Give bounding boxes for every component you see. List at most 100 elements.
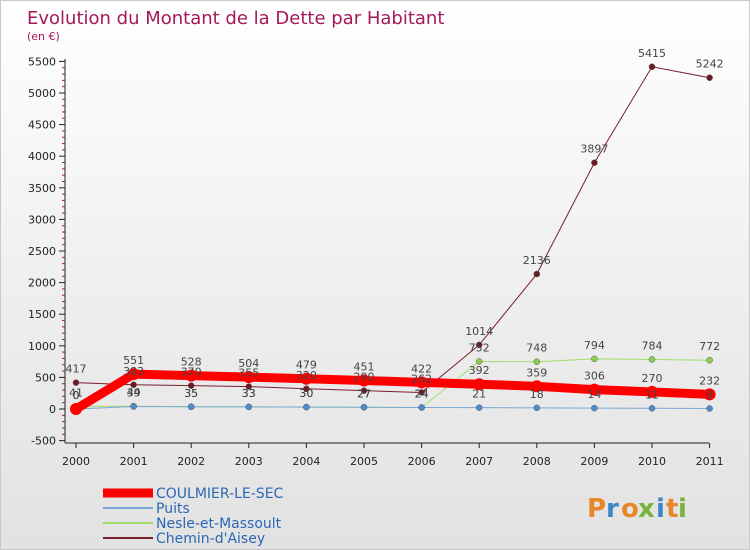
data-label-coulmier-le-sec-2001: 551	[123, 354, 144, 367]
x-tick-label-2008: 2008	[523, 455, 551, 468]
logo-letter: x	[638, 494, 655, 524]
x-tick-label-2011: 2011	[696, 455, 724, 468]
data-label-chemin-d-aisey-2000: 417	[66, 363, 87, 376]
data-point-puits-2007	[475, 404, 483, 411]
y-tick-label-4000: 4000	[28, 150, 56, 163]
data-label-chemin-d-aisey-2003: 355	[238, 367, 259, 380]
data-label-coulmier-le-sec-2008: 359	[526, 366, 547, 379]
data-point-coulmier-le-sec-2006	[415, 376, 428, 389]
x-tick-label-2000: 2000	[62, 455, 90, 468]
data-label-chemin-d-aisey-2009: 3897	[580, 143, 608, 156]
data-point-coulmier-le-sec-2004	[300, 372, 313, 385]
x-tick-label-2003: 2003	[235, 455, 263, 468]
data-label-puits-2011: 8	[706, 388, 713, 401]
data-label-coulmier-le-sec-2007: 392	[469, 364, 490, 377]
x-tick-label-2002: 2002	[177, 455, 205, 468]
data-point-coulmier-le-sec-2011	[703, 388, 716, 401]
logo-letter: i	[656, 494, 665, 524]
data-label-nesle-et-massoult-2000: 41	[69, 386, 83, 399]
data-point-coulmier-le-sec-2005	[358, 374, 370, 387]
x-tick-label-2001: 2001	[120, 455, 148, 468]
series-line-puits	[75, 406, 711, 410]
data-label-puits-2009: 14	[587, 388, 601, 401]
data-label-coulmier-le-sec-2010: 270	[642, 372, 663, 385]
data-label-puits-2005: 27	[357, 387, 371, 400]
logo-letter: i	[678, 494, 687, 524]
data-label-chemin-d-aisey-2008: 2136	[523, 254, 551, 267]
y-tick-label-500: 500	[35, 371, 56, 384]
series-line-chemin-d-aisey	[75, 66, 711, 393]
y-tick-label-1000: 1000	[28, 340, 56, 353]
data-label-nesle-et-massoult-2001: 44	[127, 386, 141, 399]
data-label-coulmier-le-sec-2002: 528	[181, 356, 202, 369]
y-tick-label-3000: 3000	[28, 213, 56, 226]
data-point-puits-2010	[648, 405, 656, 412]
x-tick-label-2005: 2005	[350, 455, 378, 468]
data-label-puits-2003: 33	[242, 387, 256, 400]
data-point-puits-2001	[130, 403, 137, 410]
data-label-coulmier-le-sec-2006: 422	[411, 362, 432, 375]
data-point-nesle-et-massoult-2007	[475, 358, 483, 365]
series-lines	[70, 63, 716, 415]
data-label-coulmier-le-sec-2005: 451	[354, 360, 375, 373]
data-point-coulmier-le-sec-2010	[646, 385, 658, 398]
legend-label-chemin-d-aisey: Chemin-d'Aisey	[156, 531, 265, 547]
data-label-chemin-d-aisey-2004: 320	[296, 369, 317, 382]
data-label-puits-2000: 0	[73, 389, 80, 402]
legend-label-puits: Puits	[156, 501, 190, 517]
data-point-nesle-et-massoult-2009	[591, 355, 598, 363]
data-label-puits-2002: 35	[184, 387, 198, 400]
data-point-puits-2008	[533, 404, 541, 412]
data-label-puits-2010: 11	[645, 388, 659, 401]
data-labels: 417 383 370 355 320 290 262 1014 2136 3897 5415 524…	[66, 47, 724, 402]
data-point-chemin-d-aisey-2007	[475, 341, 483, 349]
data-point-puits-2002	[187, 403, 195, 411]
data-label-chemin-d-aisey-2002: 370	[181, 366, 202, 379]
data-point-chemin-d-aisey-2011	[706, 74, 713, 81]
data-label-puits-2004: 30	[299, 387, 313, 400]
data-point-chemin-d-aisey-2004	[303, 385, 310, 393]
data-point-chemin-d-aisey-2003	[245, 383, 253, 390]
y-tick-label-5500: 5500	[28, 55, 56, 68]
data-point-coulmier-le-sec-2007	[473, 378, 486, 391]
data-point-coulmier-le-sec-2002	[185, 369, 198, 382]
y-tick-label-2500: 2500	[28, 245, 56, 258]
data-label-chemin-d-aisey-2006: 262	[411, 372, 432, 385]
data-point-chemin-d-aisey-2001	[130, 381, 137, 389]
data-point-chemin-d-aisey-2008	[533, 270, 541, 278]
data-label-chemin-d-aisey-2011: 5242	[696, 58, 724, 71]
x-tick-label-2006: 2006	[408, 455, 436, 468]
series-line-coulmier-le-sec	[71, 369, 715, 414]
data-point-puits-2005	[360, 404, 368, 411]
data-point-coulmier-le-sec-2001	[127, 368, 140, 381]
data-label-puits-2001: 39	[127, 387, 141, 400]
chart-title: Evolution du Montant de la Dette par Hab…	[27, 8, 444, 29]
data-point-nesle-et-massoult-2010	[648, 356, 656, 363]
data-label-nesle-et-massoult-2003: 33	[242, 387, 256, 400]
y-tick-label-1500: 1500	[28, 308, 56, 321]
y-tick-label-4500: 4500	[28, 119, 56, 132]
data-point-chemin-d-aisey-2006	[418, 389, 425, 396]
data-label-chemin-d-aisey-2007: 1014	[465, 325, 493, 338]
legend-label-nesle-et-massoult: Nesle-et-Massoult	[156, 516, 282, 532]
data-point-chemin-d-aisey-2010	[648, 63, 656, 71]
y-tick-label-2000: 2000	[28, 277, 56, 290]
data-label-puits-2007: 21	[472, 388, 486, 401]
data-point-puits-2004	[303, 403, 310, 411]
x-tick-label-2010: 2010	[638, 455, 666, 468]
data-point-coulmier-le-sec-2000	[70, 403, 82, 415]
data-label-chemin-d-aisey-2001: 383	[123, 365, 144, 378]
data-point-coulmier-le-sec-2009	[588, 383, 601, 396]
data-label-nesle-et-massoult-2006: 24	[415, 387, 429, 400]
data-label-nesle-et-massoult-2005: 27	[357, 387, 371, 400]
x-tick-label-2004: 2004	[292, 455, 320, 468]
data-label-puits-2006: 24	[415, 387, 429, 400]
legend-label-coulmier-le-sec: COULMIER-LE-SEC	[156, 486, 284, 502]
data-point-puits-2006	[418, 404, 425, 411]
data-label-chemin-d-aisey-2010: 5415	[638, 47, 666, 60]
data-label-coulmier-le-sec-2003: 504	[238, 357, 259, 370]
data-point-coulmier-le-sec-2008	[530, 380, 543, 393]
x-tick-label-2009: 2009	[580, 455, 608, 468]
